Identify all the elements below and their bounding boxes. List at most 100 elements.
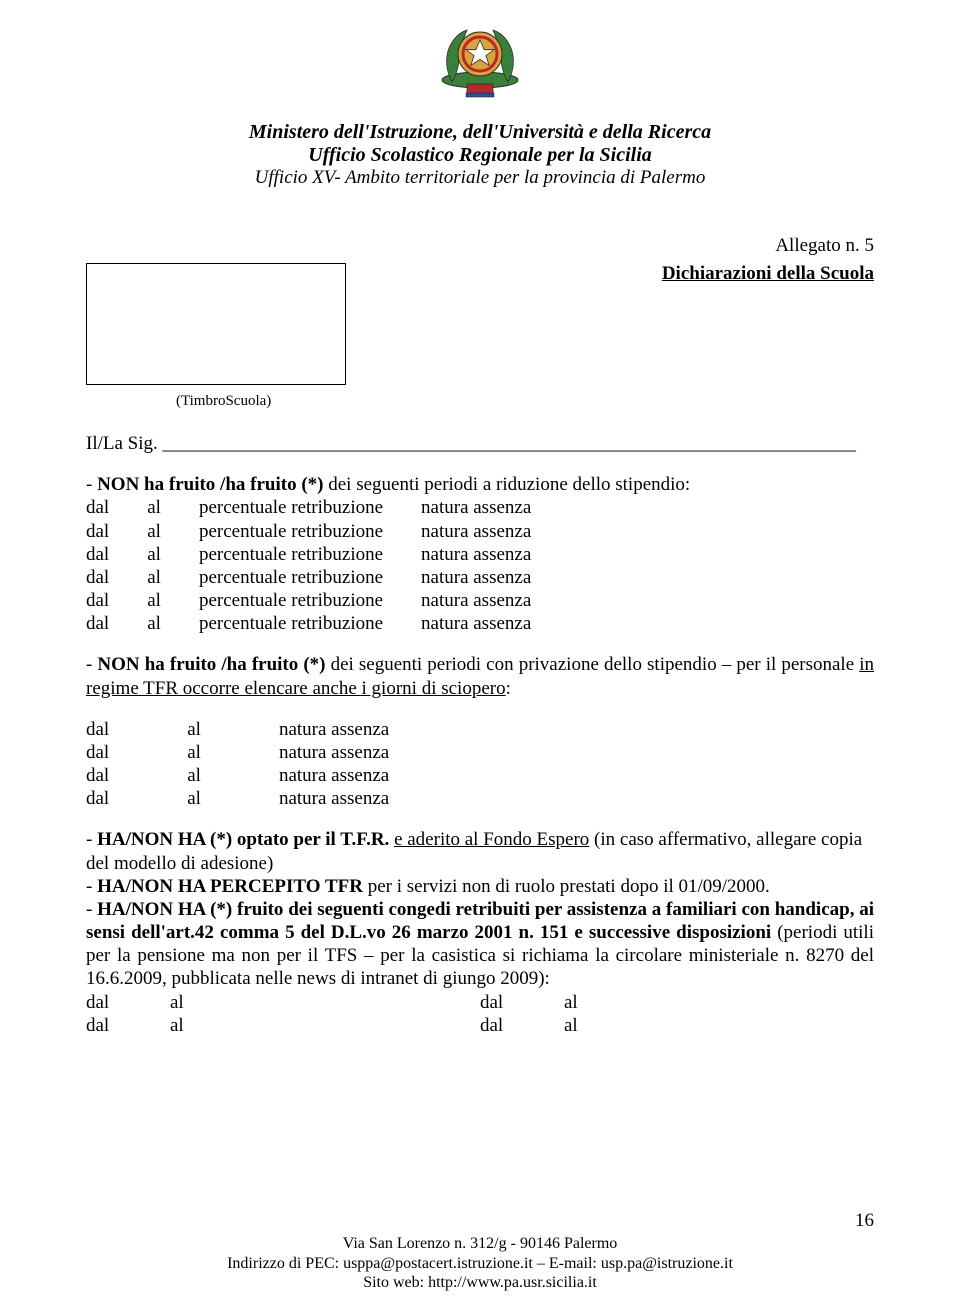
col-perc: percentuale retribuzione [199,520,421,543]
footer-block: Via San Lorenzo n. 312/g - 90146 Palermo… [86,1234,874,1292]
col-al: al [564,1014,578,1037]
col-dal: dal [86,589,147,612]
col-al: al [187,787,279,810]
intro-text-2a: dei seguenti periodi con privazione dell… [331,654,860,675]
stamp-caption: (TimbroScuola) [176,393,874,410]
congedi-periods-row-2: dalal dalal [86,1014,874,1037]
col-al: al [147,520,199,543]
col-perc: percentuale retribuzione [199,589,421,612]
col-nat: natura assenza [279,787,389,810]
col-nat: natura assenza [421,612,531,635]
col-al: al [170,1014,184,1037]
congedi-periods-row-1: dalal dalal [86,991,874,1014]
dash: - [86,474,97,495]
deprivation-periods-table: dalalnatura assenza dalalnatura assenza … [86,718,389,811]
footer-email: Indirizzo di PEC: usppa@postacert.istruz… [86,1254,874,1273]
school-stamp-box [86,263,346,385]
col-al: al [187,718,279,741]
document-page: Ministero dell'Istruzione, dell'Universi… [0,0,960,1316]
ha-optato-rest: (in caso affermativo, allegare copia [589,829,862,850]
office-territorial: Ufficio XV- Ambito territoriale per la p… [86,167,874,189]
section-deprivation-intro: - NON ha fruito /ha fruito (*) dei segue… [86,653,874,699]
col-perc: percentuale retribuzione [199,566,421,589]
col-dal: dal [86,1014,170,1037]
ministry-title: Ministero dell'Istruzione, dell'Universi… [86,121,874,144]
col-perc: percentuale retribuzione [199,543,421,566]
col-nat: natura assenza [421,566,531,589]
footer-address: Via San Lorenzo n. 312/g - 90146 Palermo [86,1234,874,1253]
office-regional: Ufficio Scolastico Regionale per la Sici… [86,144,874,167]
non-ha-fruito-bold-2: NON ha fruito /ha fruito (*) [97,654,330,675]
col-al: al [187,741,279,764]
col-nat: natura assenza [279,764,389,787]
footer-website: Sito web: http://www.pa.usr.sicilia.it [86,1273,874,1292]
col-dal: dal [86,991,170,1014]
col-dal: dal [86,787,187,810]
col-dal: dal [86,718,187,741]
table-row: dalalnatura assenza [86,718,389,741]
col-nat: natura assenza [421,496,531,519]
dash: - [86,829,97,850]
col-al: al [170,991,184,1014]
col-left: dalal [86,1014,480,1037]
person-line: Il/La Sig. _____________________________… [86,432,874,455]
col-al: al [564,991,578,1014]
table-row: dalalpercentuale retribuzionenatura asse… [86,612,531,635]
allegato-label: Allegato n. 5 [775,235,874,257]
intro-text: dei seguenti periodi a riduzione dello s… [328,474,690,495]
ha-optato-line1: - HA/NON HA (*) optato per il T.F.R. e a… [86,828,874,851]
ha-optato-bold: HA/NON HA (*) optato per il T.F.R. [97,829,394,850]
col-dal: dal [86,764,187,787]
col-nat: natura assenza [279,718,389,741]
col-nat: natura assenza [421,589,531,612]
letterhead: Ministero dell'Istruzione, dell'Universi… [86,121,874,189]
emblem-container [86,14,874,115]
col-al: al [147,543,199,566]
col-nat: natura assenza [279,741,389,764]
dash: - [86,899,97,920]
dash: - [86,654,97,675]
colon: : [506,678,511,699]
col-dal: dal [480,1014,564,1037]
section-reduction-intro: - NON ha fruito /ha fruito (*) dei segue… [86,473,874,496]
ha-percepito-line: - HA/NON HA PERCEPITO TFR per i servizi … [86,875,874,898]
ha-percepito-bold: HA/NON HA PERCEPITO TFR [97,876,363,897]
dash: - [86,876,97,897]
fondo-espero-underline: e aderito al Fondo Espero [394,829,589,850]
col-perc: percentuale retribuzione [199,496,421,519]
stamp-and-title-row: Dichiarazioni della Scuola [86,263,874,385]
table-row: dalalpercentuale retribuzionenatura asse… [86,496,531,519]
col-dal: dal [86,520,147,543]
table-row: dalalnatura assenza [86,741,389,764]
declarations-title: Dichiarazioni della Scuola [346,263,874,285]
table-row: dalalnatura assenza [86,787,389,810]
italy-emblem-icon [433,14,527,110]
col-nat: natura assenza [421,520,531,543]
col-dal: dal [86,741,187,764]
col-dal: dal [86,543,147,566]
reduction-periods-table: dalalpercentuale retribuzionenatura asse… [86,496,531,635]
table-row: dalalpercentuale retribuzionenatura asse… [86,589,531,612]
col-al: al [187,764,279,787]
col-dal: dal [480,991,564,1014]
page-number: 16 [855,1210,874,1232]
congedi-bold: HA/NON HA (*) fruito dei seguenti conged… [86,899,874,943]
col-dal: dal [86,566,147,589]
table-row: dalalnatura assenza [86,764,389,787]
col-dal: dal [86,612,147,635]
col-left: dalal [86,991,480,1014]
col-right: dalal [480,991,874,1014]
ha-percepito-rest: per i servizi non di ruolo prestati dopo… [363,876,770,897]
col-right: dalal [480,1014,874,1037]
table-row: dalalpercentuale retribuzionenatura asse… [86,520,531,543]
allegato-number: Allegato n. 5 [86,235,874,257]
col-al: al [147,589,199,612]
table-row: dalalpercentuale retribuzionenatura asse… [86,566,531,589]
non-ha-fruito-bold: NON ha fruito /ha fruito (*) [97,474,328,495]
col-al: al [147,566,199,589]
col-dal: dal [86,496,147,519]
col-nat: natura assenza [421,543,531,566]
col-al: al [147,612,199,635]
table-row: dalalpercentuale retribuzionenatura asse… [86,543,531,566]
col-perc: percentuale retribuzione [199,612,421,635]
